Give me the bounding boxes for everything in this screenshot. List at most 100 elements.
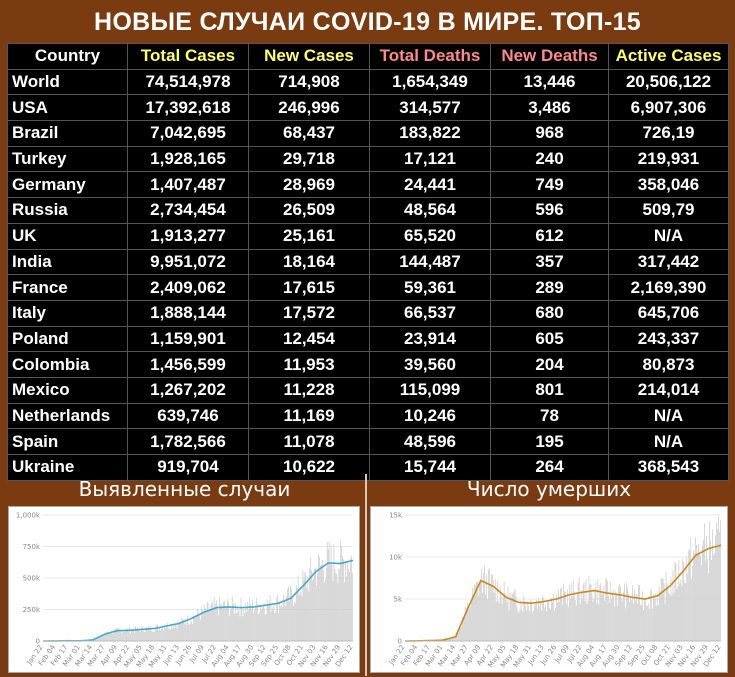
daily-bar [313,579,314,641]
daily-bar [637,603,638,641]
daily-bar [269,603,270,641]
daily-bar [249,598,250,641]
value-cell: 11,228 [249,377,370,403]
daily-bar [335,569,336,641]
daily-bar [557,603,558,641]
daily-bar [670,595,671,641]
column-header: Country [8,44,128,70]
value-cell: 195 [491,429,609,455]
daily-bar [473,596,474,641]
daily-bar [324,583,325,641]
daily-bar [486,574,487,641]
daily-bar [163,630,164,641]
daily-bar [196,615,197,641]
daily-bar [477,582,478,641]
daily-bar [470,606,471,641]
value-cell: 12,454 [249,326,370,352]
value-cell: 1,159,901 [128,326,249,352]
daily-bar [194,617,195,641]
daily-bar [214,598,215,641]
daily-bar [606,578,607,641]
daily-bar [610,582,611,641]
daily-bar [251,609,252,641]
daily-bar [579,578,580,641]
daily-bar [177,629,178,641]
daily-bar [607,581,608,641]
daily-bar [553,594,554,641]
daily-bar [645,601,646,641]
column-header: Total Deaths [370,44,491,70]
daily-bar [161,629,162,641]
daily-bar [501,595,502,641]
daily-bar [690,537,691,641]
daily-bar [158,630,159,641]
daily-bar [246,612,247,641]
daily-bar [683,562,684,641]
daily-bar [574,591,575,641]
daily-bar [175,624,176,641]
y-tick-label: 1,000k [16,512,41,520]
daily-bar [289,601,290,641]
daily-bar [258,614,259,641]
daily-bar [237,613,238,641]
daily-bar [605,580,606,641]
value-cell: 509,79 [609,198,729,224]
daily-bar [633,604,634,641]
daily-bar [667,583,668,641]
daily-bar [696,545,697,641]
daily-bar [481,569,482,641]
daily-bar [252,600,253,641]
daily-bar [657,594,658,641]
daily-bar [128,632,129,641]
daily-bar [461,627,462,641]
daily-bar [303,570,304,641]
daily-bar [351,556,352,641]
daily-bar [191,621,192,641]
daily-bar [484,566,485,641]
daily-bar [468,609,469,641]
daily-bar [200,620,201,641]
daily-bar [587,604,588,641]
daily-bar [684,583,685,641]
value-cell: 749 [491,172,609,198]
daily-bar [256,598,257,641]
daily-bar [318,554,319,641]
daily-bar [284,600,285,641]
daily-bar [164,627,165,641]
daily-bar [291,589,292,641]
daily-bar [611,599,612,641]
daily-bar [519,613,520,641]
daily-bar [323,570,324,641]
daily-bar [492,574,493,641]
daily-bar [352,573,353,641]
daily-bar [131,631,132,641]
page-title: НОВЫЕ СЛУЧАИ COVID-19 В МИРЕ. ТОП-15 [0,2,735,42]
daily-bar [105,634,106,641]
country-cell: Russia [8,198,128,224]
country-cell: Poland [8,326,128,352]
value-cell: 18,164 [249,249,370,275]
daily-bar [514,591,515,641]
daily-bar [314,569,315,641]
daily-bar [613,590,614,641]
daily-bar [585,602,586,641]
daily-bar [471,599,472,641]
daily-bar [215,604,216,641]
daily-bar [655,593,656,641]
daily-bar [604,601,605,641]
daily-bar [711,560,712,641]
daily-bar [556,595,557,641]
daily-bar [190,623,191,641]
value-cell: 74,514,978 [128,69,249,95]
value-cell: 1,888,144 [128,300,249,326]
daily-bar [543,598,544,641]
country-cell: Mexico [8,377,128,403]
daily-bar [290,586,291,641]
daily-bar [238,606,239,641]
daily-bar [275,613,276,641]
daily-bar [564,591,565,641]
daily-bar [130,633,131,641]
daily-bar [673,570,674,641]
value-cell: 10,246 [370,403,491,429]
daily-bar [548,601,549,641]
